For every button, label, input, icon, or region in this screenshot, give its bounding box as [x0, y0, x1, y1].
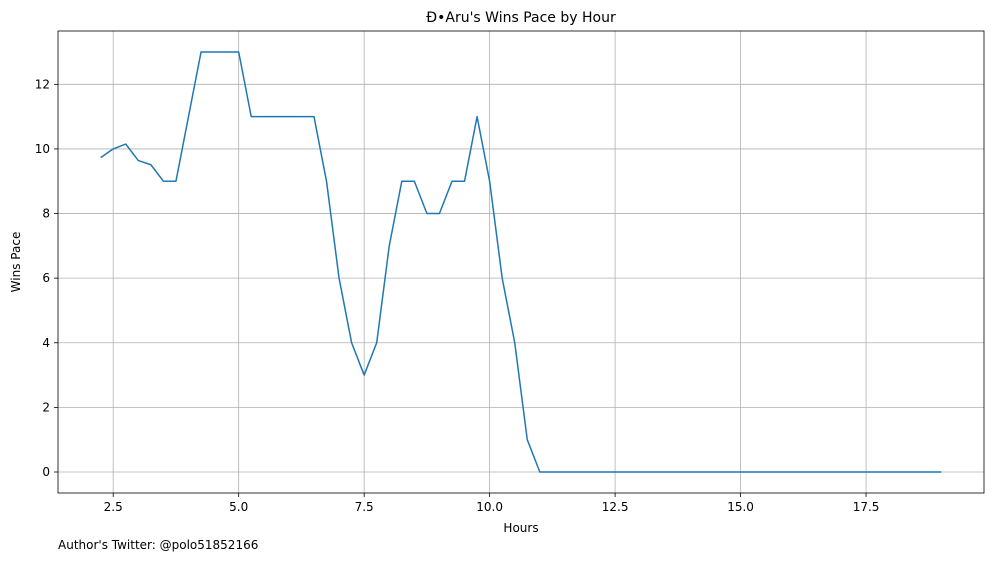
y-tick-label: 10	[35, 142, 50, 156]
x-tick-label: 17.5	[853, 500, 880, 514]
y-axis-label: Wins Pace	[9, 232, 23, 293]
chart-title: Đ•Aru's Wins Pace by Hour	[426, 10, 616, 26]
x-tick-label: 12.5	[602, 500, 629, 514]
y-tick-label: 2	[42, 400, 50, 414]
y-tick-label: 6	[42, 271, 50, 285]
x-tick-label: 2.5	[104, 500, 123, 514]
y-tick-label: 4	[42, 336, 50, 350]
series-line	[100, 51, 942, 473]
y-gridlines	[58, 83, 984, 473]
x-gridlines	[112, 31, 867, 493]
y-tick-label: 12	[35, 77, 50, 91]
x-tick-label: 5.0	[229, 500, 248, 514]
y-tick-label: 0	[42, 465, 50, 479]
x-tick-label: 10.0	[476, 500, 503, 514]
x-ticks: 2.5 5.0 7.5 10.0 12.5 15.0 17.5	[104, 493, 880, 514]
plot-frame	[57, 30, 985, 494]
x-axis-label: Hours	[503, 521, 538, 535]
x-tick-label: 7.5	[355, 500, 374, 514]
author-footnote: Author's Twitter: @polo51852166	[58, 538, 259, 552]
y-ticks: 0 2 4 6 8 10 12	[35, 77, 58, 479]
x-tick-label: 15.0	[727, 500, 754, 514]
y-tick-label: 8	[42, 207, 50, 221]
